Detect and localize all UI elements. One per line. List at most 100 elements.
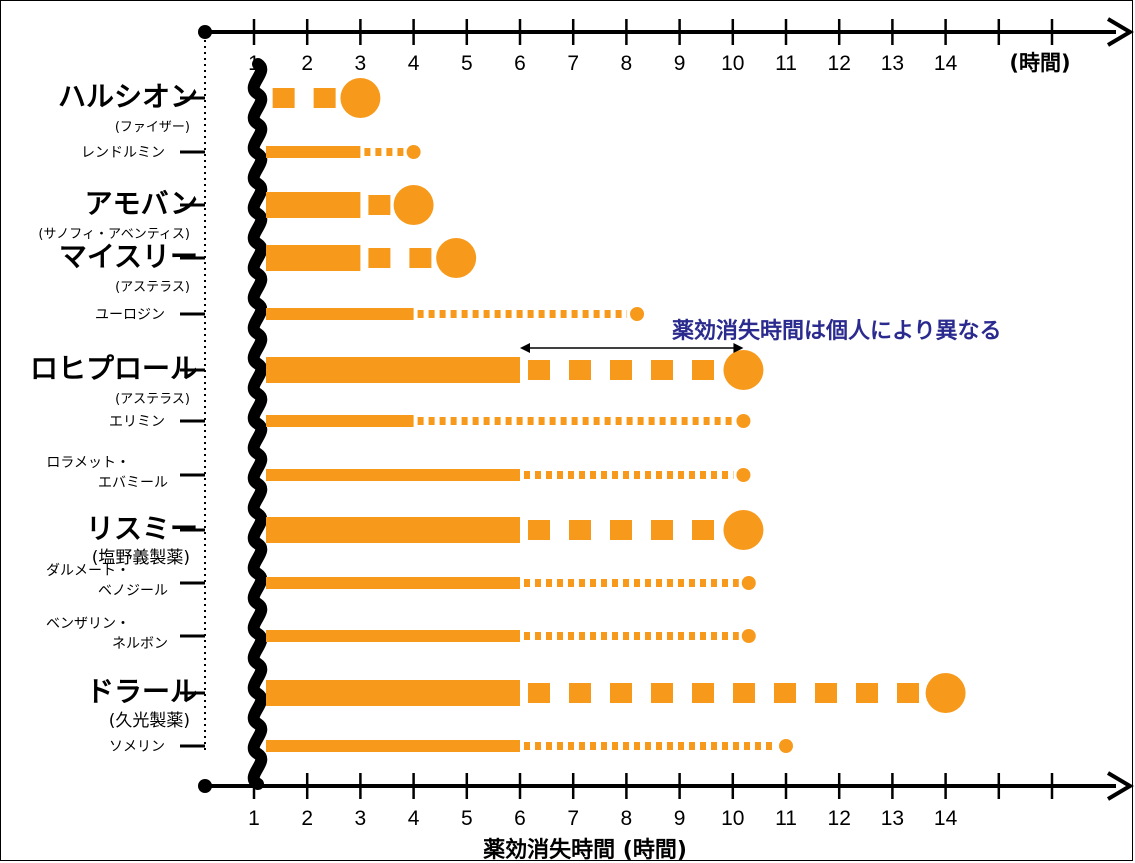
bottom-axis-tick-label: 8	[621, 807, 633, 830]
end-dot	[736, 468, 751, 482]
drug-maker: (アステラス)	[115, 392, 190, 407]
top-axis-tick-label: 14	[934, 52, 958, 75]
end-circle	[723, 350, 764, 390]
solid-bar	[266, 415, 414, 427]
top-axis-tick-label: 13	[881, 52, 904, 75]
dash-square	[528, 683, 550, 703]
solid-bar	[266, 469, 520, 481]
solid-bar	[266, 357, 520, 383]
bottom-axis-tick-label: 9	[674, 807, 686, 830]
drug-row: ベンザリン・ネルボン	[46, 616, 756, 652]
drug-maker: (塩野義製薬)	[92, 548, 190, 568]
end-circle	[723, 510, 764, 550]
drug-row	[180, 350, 764, 390]
end-dot	[779, 739, 793, 753]
bottom-axis-tick-label: 1	[248, 807, 260, 830]
bottom-axis-arrowhead	[1106, 771, 1134, 801]
dash-square	[569, 360, 591, 380]
drug-name: ロラメット・エバミール	[46, 455, 168, 491]
dash-square	[610, 683, 632, 703]
solid-bar	[266, 517, 520, 543]
bottom-axis-tick-label: 13	[881, 807, 904, 830]
bottom-axis-tick-label: 12	[828, 807, 851, 830]
dash-square	[692, 520, 714, 540]
end-circle	[340, 78, 381, 118]
top-axis-tick-label: 10	[721, 52, 744, 75]
drug-name: リスミー	[86, 512, 198, 545]
dash-square	[651, 683, 673, 703]
drug-row	[180, 78, 381, 118]
dash-square	[610, 360, 632, 380]
end-dot	[741, 576, 756, 590]
drug-row	[180, 145, 421, 159]
solid-bar	[266, 630, 520, 642]
drug-row	[180, 414, 751, 428]
end-dot	[406, 145, 421, 159]
annotation-arrowhead-left	[520, 343, 530, 353]
dash-square	[272, 88, 295, 108]
drug-row: ロラメット・エバミール	[46, 455, 751, 491]
dash-square	[313, 88, 336, 108]
top-axis-arrowhead	[1106, 17, 1134, 47]
solid-bar	[266, 146, 361, 158]
bottom-axis-tick-label: 2	[301, 807, 313, 830]
top-axis-tick-label: 2	[301, 52, 313, 75]
bottom-axis-tick-label: 6	[514, 807, 526, 830]
drug-row	[180, 307, 645, 321]
drug-row	[180, 238, 477, 278]
drug-row: ダルメート・ベノジール	[46, 563, 756, 599]
top-axis-tick-label: 12	[828, 52, 851, 75]
solid-bar	[266, 308, 414, 320]
dash-square	[774, 683, 796, 703]
end-circle	[436, 238, 477, 278]
x-axis-title: 薬効消失時間 (時間)	[483, 837, 687, 863]
drug-row	[180, 739, 793, 753]
solid-bar	[266, 577, 520, 589]
drug-maker: (サノフィ・アベンティス)	[38, 227, 190, 242]
dash-square	[528, 360, 550, 380]
end-circle	[925, 673, 966, 713]
drug-name: レンドルミン	[81, 145, 165, 161]
drug-row	[180, 185, 434, 225]
end-dot	[741, 629, 756, 643]
dash-square	[692, 683, 714, 703]
dash-square	[897, 683, 919, 703]
drug-maker: (久光製薬)	[109, 711, 190, 731]
drug-name: ソメリン	[109, 739, 165, 755]
dash-square	[733, 683, 755, 703]
solid-bar	[266, 245, 361, 271]
dash-square	[651, 360, 673, 380]
solid-bar	[266, 680, 520, 706]
dash-square	[409, 248, 432, 268]
dash-square	[610, 520, 632, 540]
bottom-axis-tick-label: 7	[567, 807, 579, 830]
wavy-baseline	[247, 58, 268, 790]
bottom-axis-tick-label: 3	[355, 807, 367, 830]
bottom-axis-tick-label: 14	[934, 807, 958, 830]
dash-square	[528, 520, 550, 540]
bottom-axis-origin-dot	[198, 779, 212, 793]
dash-square	[569, 683, 591, 703]
drug-row	[180, 673, 966, 713]
bottom-axis-tick-label: 4	[408, 807, 420, 830]
drug-maker: (ファイザー)	[115, 120, 190, 135]
solid-bar	[266, 740, 520, 752]
end-dot	[630, 307, 645, 321]
drug-maker: (アステラス)	[115, 280, 190, 295]
drug-name: エリミン	[109, 414, 165, 430]
dash-square	[856, 683, 878, 703]
annotation-text: 薬効消失時間は個人により異なる	[672, 318, 1002, 344]
end-circle	[393, 185, 434, 225]
top-axis-origin-dot	[198, 25, 212, 39]
top-axis-unit-label: (時間)	[1009, 51, 1070, 75]
solid-bar	[266, 192, 361, 218]
drug-name: マイスリー	[59, 240, 198, 273]
top-axis-tick-label: 8	[621, 52, 633, 75]
dash-square	[692, 360, 714, 380]
drug-name: ダルメート・ベノジール	[46, 563, 168, 599]
drug-name: ロヒプロール	[30, 352, 198, 385]
dash-square	[651, 520, 673, 540]
top-axis-tick-label: 7	[567, 52, 579, 75]
